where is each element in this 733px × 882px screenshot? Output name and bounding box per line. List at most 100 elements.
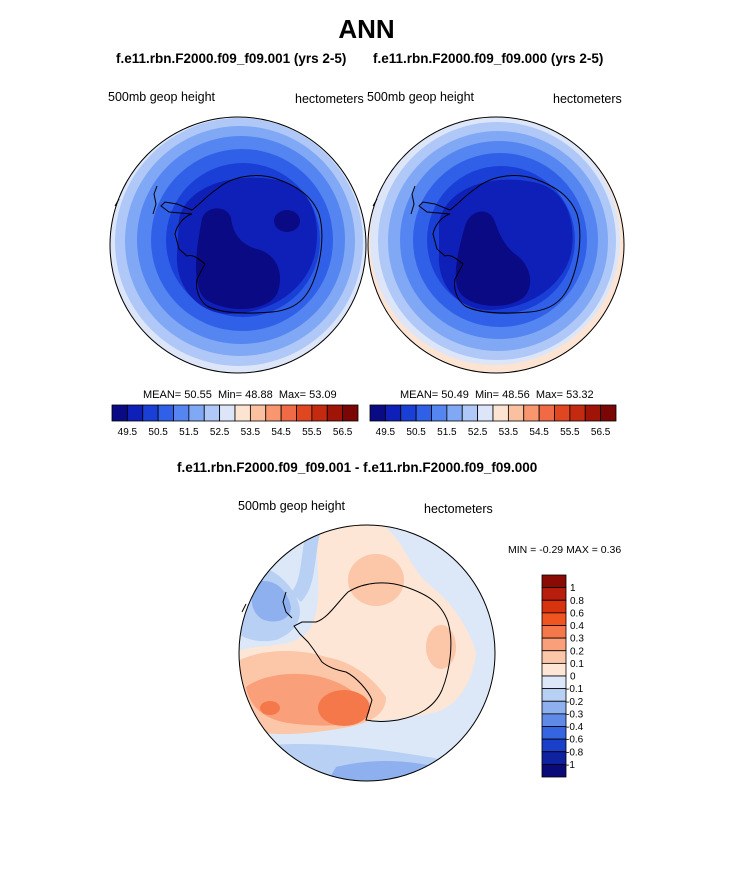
diff-polar-map	[238, 524, 496, 782]
colorbar-tick-label: 54.5	[271, 427, 291, 438]
diff-colorbar-tick-label: -0.8	[566, 747, 584, 758]
colorbar-swatch	[461, 404, 479, 422]
colorbar-swatch	[296, 404, 313, 422]
panel-2-units-label: hectometers	[553, 92, 622, 106]
diff-units-label: hectometers	[424, 502, 493, 516]
colorbar-swatch	[400, 404, 417, 422]
colorbar-swatch	[415, 404, 432, 422]
main-title: ANN	[338, 14, 395, 44]
colorbar-swatch	[326, 404, 344, 422]
diff-colorbar-tick-label: 0.1	[570, 659, 584, 670]
map1-border	[109, 116, 367, 374]
diff-border	[238, 524, 496, 782]
diff-colorbar-swatch	[541, 587, 567, 601]
colorbar-tick-label: 53.5	[241, 427, 261, 438]
colorbar-swatch	[384, 404, 402, 422]
map2-border	[367, 116, 625, 374]
panel-1-polar-map	[109, 116, 367, 374]
diff-colorbar-tick-label: -0.2	[566, 697, 584, 708]
colorbar-tick-label: 50.5	[406, 427, 426, 438]
map2-band-min	[455, 211, 531, 306]
panel-1-min-value: 48.88	[245, 389, 273, 401]
panel-1-variable-label: 500mb geop height	[108, 90, 216, 104]
colorbar-swatch	[111, 404, 128, 422]
colorbar-tick-label: 51.5	[179, 427, 199, 438]
diff-colorbar: 1 0.80.6 0.4 0.30.2 0.1 0-0.1 -0.2-0.3 -0.4 -0.6…	[541, 574, 584, 778]
diff-colorbar-swatch	[541, 612, 567, 626]
diff-antarctica-coastline	[293, 582, 452, 722]
diff-colorbar-tick-label: -0.1	[566, 684, 584, 695]
diff-colorbar-swatch	[541, 637, 567, 652]
diff-band-neg0.2-south	[326, 760, 476, 781]
colorbar-tick-label: 56.5	[333, 427, 353, 438]
diff-band-neg0.2	[251, 581, 291, 622]
colorbar-tick-label: 49.5	[376, 427, 396, 438]
panel-2-mean-label: MEAN=	[400, 389, 439, 401]
colorbar-swatch	[584, 404, 602, 422]
colorbar-swatch	[280, 404, 297, 422]
colorbar-swatch	[477, 404, 494, 422]
colorbar-swatch	[342, 404, 359, 422]
panel-1-min-label: Min=	[217, 389, 243, 401]
diff-colorbar-tick-label: 1	[570, 583, 576, 594]
map2-peninsula-outline	[410, 185, 416, 215]
diff-colorbar-tick-label: 0	[570, 672, 576, 683]
diff-colorbar-tick-label: -0.4	[566, 722, 584, 733]
colorbar-swatch	[311, 404, 328, 422]
colorbar-swatch	[446, 404, 463, 422]
panel-2-min-label: Min=	[474, 389, 500, 401]
colorbar-tick-label: 52.5	[210, 427, 230, 438]
panel-2-mean-value: 50.49	[441, 389, 469, 401]
diff-min-max: MIN = -0.29 MAX = 0.36	[508, 544, 622, 556]
diff-colorbar-swatch	[541, 738, 567, 753]
diff-colorbar-swatch	[541, 726, 567, 740]
map2-antarctica-coastline	[418, 175, 581, 314]
diff-band-0.4-west	[260, 701, 280, 715]
panel-2-min-value: 48.56	[502, 389, 530, 401]
diff-colorbar-swatch	[541, 751, 567, 765]
colorbar-swatch	[554, 404, 571, 422]
diff-colorbar-tick-label: 0.4	[570, 621, 584, 632]
colorbar-swatch	[219, 404, 236, 422]
colorbar-swatch	[188, 404, 205, 422]
panel-2-title: f.e11.rbn.F2000.f09_f09.000 (yrs 2-5)	[373, 51, 604, 66]
colorbar-swatch	[507, 404, 525, 422]
diff-colorbar-swatch	[541, 675, 567, 690]
colorbar-swatch	[249, 404, 267, 422]
diff-colorbar-swatch	[541, 688, 567, 702]
panel-1-units-label: hectometers	[295, 92, 364, 106]
colorbar-swatch	[569, 404, 586, 422]
colorbar-swatch	[173, 404, 190, 422]
panel-1-mean-value: 50.55	[184, 389, 212, 401]
diff-colorbar-swatch	[541, 763, 567, 778]
panel-2-colorbar: 49.5 50.5 51.5 52.5 53.5 54.5 55.5 56.5	[369, 404, 617, 438]
panel-1-max-label: Max=	[278, 389, 307, 401]
colorbar-tick-label: 55.5	[302, 427, 322, 438]
diff-colorbar-tick-label: -0.3	[566, 709, 584, 720]
map1-band-min-east	[274, 210, 300, 232]
colorbar-swatch	[142, 404, 159, 422]
diff-colorbar-swatch	[541, 574, 567, 589]
colorbar-swatch	[369, 404, 386, 422]
colorbar-tick-label: 49.5	[118, 427, 138, 438]
diff-colorbar-tick-label: 0.2	[570, 646, 584, 657]
diff-colorbar-swatch	[541, 700, 567, 715]
colorbar-tick-label: 56.5	[591, 427, 611, 438]
diff-colorbar-swatch	[541, 662, 567, 677]
panel-1-stats: MEAN= 50.55 Min= 48.88 Max= 53.09	[143, 389, 337, 401]
colorbar-swatch	[265, 404, 282, 422]
colorbar-swatch	[538, 404, 555, 422]
colorbar-swatch	[203, 404, 221, 422]
panel-1-colorbar: 49.5 50.5 51.5 52.5 53.5 54.5 55.5 56.5	[111, 404, 359, 438]
colorbar-swatch	[431, 404, 448, 422]
diff-band-0.4	[318, 690, 370, 726]
colorbar-tick-label: 54.5	[529, 427, 549, 438]
diff-colorbar-swatch	[541, 650, 567, 664]
diff-title: f.e11.rbn.F2000.f09_f09.001 - f.e11.rbn.…	[177, 460, 538, 475]
colorbar-swatch	[234, 404, 251, 422]
diff-colorbar-tick-label: 0.8	[570, 596, 584, 607]
panel-2-max-value: 53.32	[566, 389, 594, 401]
diff-band-0.2-east	[426, 625, 456, 669]
map1-band-min	[196, 208, 281, 310]
panel-2-max-label: Max=	[535, 389, 564, 401]
